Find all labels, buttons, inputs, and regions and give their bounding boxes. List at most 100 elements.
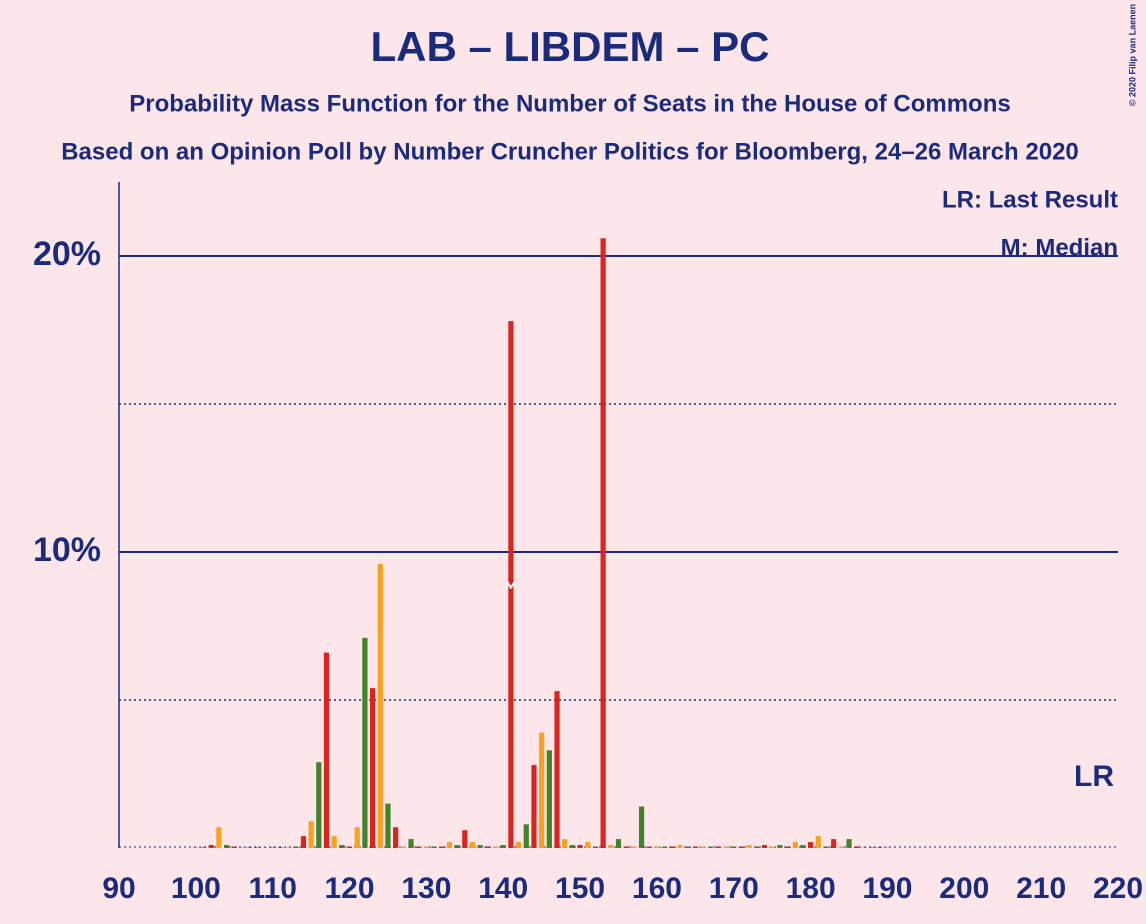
bar — [247, 847, 253, 848]
bar — [646, 846, 652, 848]
bar — [385, 803, 391, 848]
bar — [285, 847, 291, 848]
bar — [831, 839, 837, 848]
bar — [462, 830, 468, 848]
bar — [492, 846, 499, 848]
legend-entry: M: Median — [1001, 234, 1118, 261]
x-tick-label: 200 — [939, 872, 989, 905]
bar — [323, 652, 330, 848]
bar — [654, 846, 660, 848]
bar — [523, 824, 529, 848]
x-tick-label: 210 — [1016, 872, 1066, 905]
x-tick-label: 190 — [862, 872, 912, 905]
bar — [216, 827, 222, 848]
bar — [569, 845, 575, 848]
bar — [277, 847, 283, 848]
bar — [585, 842, 591, 848]
bar — [631, 846, 637, 848]
x-tick-label: 140 — [478, 872, 528, 905]
x-tick-label: 120 — [325, 872, 375, 905]
bar — [270, 847, 276, 848]
bar — [731, 846, 737, 848]
bar — [546, 750, 552, 848]
bar — [331, 836, 337, 848]
bar — [239, 847, 245, 848]
bar — [761, 845, 768, 848]
bar — [708, 846, 714, 848]
chart-subtitle: Probability Mass Function for the Number… — [129, 90, 1010, 117]
chart-subtitle: Based on an Opinion Poll by Number Crunc… — [61, 138, 1079, 165]
bar — [393, 827, 399, 848]
bar — [254, 847, 260, 848]
bar — [485, 846, 491, 848]
median-marker — [506, 580, 516, 590]
bar — [792, 842, 798, 848]
bar — [838, 846, 844, 848]
x-tick-label: 100 — [171, 872, 221, 905]
bar — [685, 846, 691, 848]
bar — [808, 842, 814, 848]
bar — [516, 842, 522, 848]
bar — [423, 846, 429, 848]
bar — [446, 842, 453, 848]
bar — [408, 839, 414, 848]
bar — [439, 846, 445, 848]
bar — [877, 847, 883, 848]
bar — [769, 846, 775, 848]
bar — [531, 765, 537, 848]
bar — [592, 846, 599, 848]
bar — [431, 846, 437, 848]
x-tick-label: 130 — [401, 872, 451, 905]
bar — [746, 845, 752, 848]
bar — [346, 846, 353, 848]
credit: © 2020 Filip van Laenen — [1127, 4, 1137, 106]
bar — [854, 846, 860, 848]
bar — [369, 688, 376, 848]
bar — [715, 846, 721, 848]
bar — [316, 762, 322, 848]
bar — [869, 847, 875, 848]
x-tick-label: 220 — [1093, 872, 1143, 905]
bar — [800, 845, 806, 848]
bar — [377, 563, 383, 848]
bar — [577, 845, 583, 848]
y-tick-label: 20% — [33, 235, 101, 273]
bar — [784, 846, 791, 848]
bar — [193, 847, 199, 848]
bar — [223, 845, 230, 848]
bar — [754, 846, 760, 848]
bar — [477, 845, 483, 848]
x-tick-label: 110 — [248, 872, 296, 905]
bar — [469, 842, 476, 848]
bar — [692, 846, 698, 848]
bar — [539, 732, 545, 848]
bar — [677, 845, 683, 848]
bar — [846, 839, 852, 848]
bar — [861, 847, 868, 848]
bar — [300, 836, 307, 848]
bar — [562, 839, 568, 848]
bar — [339, 845, 345, 848]
x-tick-label: 180 — [786, 872, 836, 905]
bar — [662, 846, 668, 848]
last-result-label: LR — [1074, 760, 1114, 793]
bar — [600, 238, 606, 849]
bar — [293, 846, 299, 848]
y-tick-label: 10% — [33, 531, 101, 569]
bar — [608, 845, 614, 848]
bar — [416, 846, 422, 848]
bar — [777, 845, 783, 848]
x-tick-label: 160 — [632, 872, 682, 905]
bar — [262, 847, 268, 848]
bar — [554, 691, 560, 848]
bar — [738, 846, 745, 848]
bar — [723, 846, 729, 848]
bar — [454, 845, 460, 848]
bar — [638, 806, 645, 848]
bar — [208, 845, 214, 848]
bar — [823, 846, 829, 848]
bar — [623, 846, 629, 848]
bar — [700, 846, 706, 848]
